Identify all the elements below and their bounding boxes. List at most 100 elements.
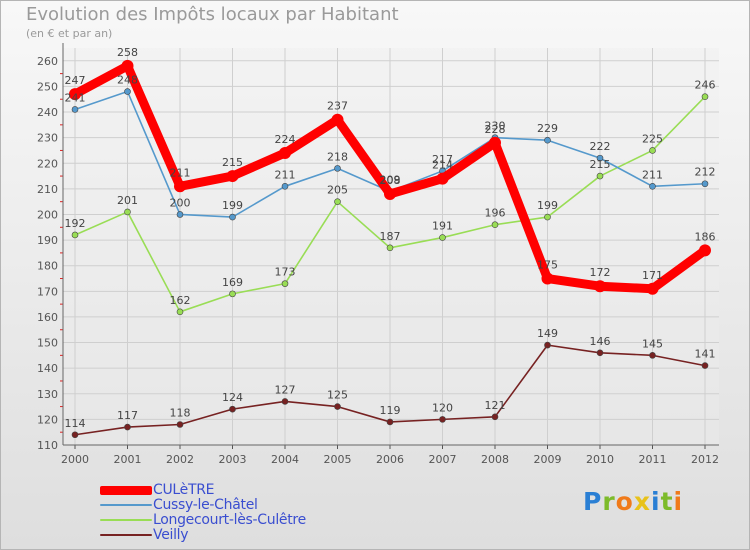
legend-swatch-veilly — [100, 534, 152, 536]
data-point — [544, 213, 551, 221]
data-label: 141 — [695, 348, 716, 361]
data-point — [646, 282, 659, 295]
data-label: 205 — [327, 184, 348, 197]
data-point — [544, 136, 551, 144]
data-point — [279, 147, 291, 160]
x-tick-label: 2004 — [271, 453, 299, 466]
x-tick-label: 2006 — [376, 453, 404, 466]
logo-letter: P — [583, 487, 603, 516]
data-point — [229, 290, 236, 298]
y-tick-label: 180 — [37, 260, 58, 273]
data-label: 222 — [590, 140, 611, 153]
data-point — [71, 231, 79, 239]
data-point — [436, 172, 449, 185]
y-tick-label: 160 — [37, 311, 58, 324]
data-point — [386, 244, 394, 252]
data-label: 218 — [327, 150, 348, 163]
x-tick-label: 2001 — [114, 453, 142, 466]
chart-title: Evolution des Impôts locaux par Habitant — [26, 4, 399, 25]
data-point — [386, 418, 394, 426]
data-label: 199 — [222, 199, 243, 212]
data-point — [281, 280, 289, 287]
data-point — [649, 183, 656, 190]
legend-swatch-longecourt — [100, 519, 152, 521]
data-label: 124 — [222, 391, 243, 404]
y-tick-label: 150 — [37, 337, 58, 350]
data-label: 248 — [117, 74, 138, 87]
legend-label-longecourt: Longecourt-lès-Culêtre — [153, 512, 306, 528]
data-label: 230 — [485, 120, 506, 133]
data-label: 237 — [327, 100, 348, 113]
data-label: 217 — [432, 153, 453, 166]
logo-letter: i — [673, 487, 684, 516]
data-label: 121 — [485, 399, 506, 412]
data-point — [596, 154, 604, 162]
data-label: 196 — [485, 207, 506, 220]
logo-letter: r — [602, 487, 616, 516]
data-label: 225 — [642, 132, 663, 145]
y-tick-label: 110 — [37, 439, 58, 452]
data-label: 145 — [642, 337, 663, 350]
data-label: 208 — [380, 174, 401, 187]
data-label: 199 — [537, 199, 558, 212]
data-label: 228 — [485, 123, 506, 136]
y-tick-label: 190 — [37, 234, 58, 247]
data-label: 224 — [275, 133, 296, 146]
logo-letter: x — [633, 487, 651, 516]
logo-letter: i — [651, 487, 661, 516]
data-point — [281, 183, 289, 190]
data-label: 171 — [642, 269, 663, 282]
data-label: 169 — [222, 276, 243, 289]
x-tick-label: 2012 — [691, 453, 719, 466]
data-point — [541, 272, 554, 285]
data-label: 127 — [275, 383, 296, 396]
data-label: 172 — [590, 266, 611, 279]
data-point — [281, 398, 289, 405]
data-label: 173 — [275, 266, 296, 279]
data-point — [174, 180, 186, 193]
data-point — [491, 221, 499, 229]
data-label: 191 — [432, 220, 453, 233]
data-label: 211 — [275, 168, 296, 181]
data-point — [544, 341, 551, 349]
chart-subtitle: (en € et par an) — [26, 27, 113, 40]
data-label: 192 — [65, 217, 86, 230]
legend-label-cussy: Cussy-le-Châtel — [153, 497, 258, 513]
y-tick-label: 220 — [37, 157, 58, 170]
data-point — [701, 93, 709, 100]
legend-swatch-culetre — [100, 486, 152, 495]
data-label: 241 — [65, 91, 86, 104]
data-point — [69, 88, 81, 101]
data-point — [71, 106, 79, 113]
data-point — [699, 244, 711, 257]
logo-letter: t — [660, 487, 674, 516]
data-label: 215 — [222, 156, 243, 169]
data-label: 120 — [432, 401, 453, 414]
data-point — [229, 213, 236, 221]
y-tick-label: 140 — [37, 362, 58, 375]
data-point — [334, 403, 341, 410]
logo-letter: o — [615, 487, 634, 516]
data-label: 118 — [170, 407, 191, 420]
data-point — [176, 421, 184, 428]
data-label: 215 — [590, 158, 611, 171]
data-point — [439, 234, 446, 241]
data-point — [596, 349, 604, 357]
data-point — [124, 423, 131, 431]
data-point — [594, 280, 606, 293]
data-label: 209 — [380, 173, 401, 186]
line-chart: 1101201301401501601701801902002102202302… — [37, 43, 719, 466]
proxiti-logo: Proxiti — [583, 487, 683, 516]
data-point — [71, 431, 79, 439]
data-label: 212 — [695, 166, 716, 179]
data-point — [121, 59, 134, 72]
data-point — [334, 165, 341, 172]
data-label: 114 — [65, 417, 86, 430]
legend-label-culetre: CULèTRE — [153, 482, 215, 498]
y-tick-label: 120 — [37, 413, 58, 426]
data-point — [489, 136, 501, 149]
data-point — [491, 413, 499, 421]
data-point — [226, 170, 239, 183]
x-tick-label: 2000 — [61, 453, 89, 466]
x-tick-label: 2008 — [481, 453, 509, 466]
